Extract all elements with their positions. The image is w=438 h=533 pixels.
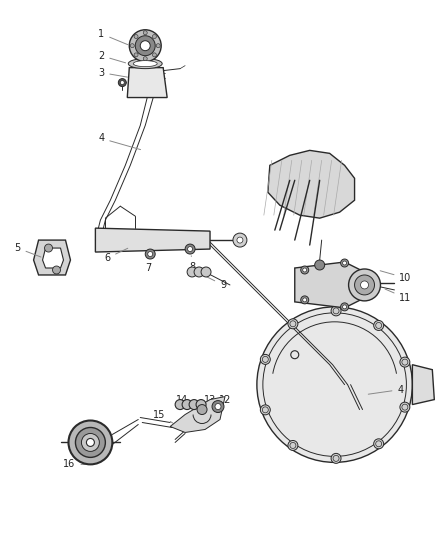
Circle shape xyxy=(45,244,53,252)
Circle shape xyxy=(341,259,349,267)
Ellipse shape xyxy=(133,61,157,67)
Circle shape xyxy=(260,405,270,415)
Circle shape xyxy=(118,78,126,86)
Circle shape xyxy=(187,267,197,277)
Circle shape xyxy=(215,403,221,409)
Text: 10: 10 xyxy=(380,271,412,283)
Text: 2: 2 xyxy=(98,51,126,63)
Text: 14: 14 xyxy=(176,394,188,408)
Circle shape xyxy=(301,266,309,274)
Text: 5: 5 xyxy=(14,243,41,257)
Circle shape xyxy=(331,454,341,463)
Circle shape xyxy=(134,53,138,57)
Circle shape xyxy=(120,80,124,85)
Circle shape xyxy=(187,247,193,252)
Polygon shape xyxy=(127,68,167,98)
Text: 13: 13 xyxy=(202,394,216,409)
Circle shape xyxy=(182,400,192,409)
Circle shape xyxy=(129,30,161,62)
Text: 1: 1 xyxy=(98,29,128,45)
Polygon shape xyxy=(413,365,434,405)
Circle shape xyxy=(374,439,384,449)
Circle shape xyxy=(148,252,153,256)
Circle shape xyxy=(189,400,199,409)
Circle shape xyxy=(194,267,204,277)
Text: 3: 3 xyxy=(98,68,127,78)
Polygon shape xyxy=(34,240,71,275)
Circle shape xyxy=(81,433,99,451)
Circle shape xyxy=(288,319,298,329)
Circle shape xyxy=(135,36,155,55)
Circle shape xyxy=(360,281,368,289)
Circle shape xyxy=(400,402,410,412)
Circle shape xyxy=(68,421,112,464)
Circle shape xyxy=(143,56,147,61)
Text: 7: 7 xyxy=(145,257,152,273)
Circle shape xyxy=(75,427,106,457)
Circle shape xyxy=(152,53,156,57)
Circle shape xyxy=(343,261,346,265)
Circle shape xyxy=(175,400,185,409)
Circle shape xyxy=(197,405,207,415)
Circle shape xyxy=(86,439,95,447)
Text: 4: 4 xyxy=(98,133,141,150)
Ellipse shape xyxy=(128,59,162,69)
Circle shape xyxy=(212,401,224,413)
Circle shape xyxy=(331,306,341,316)
Text: 12: 12 xyxy=(218,394,231,408)
Text: 15: 15 xyxy=(153,409,173,423)
Circle shape xyxy=(349,269,381,301)
Polygon shape xyxy=(268,150,355,218)
Polygon shape xyxy=(295,262,364,308)
Circle shape xyxy=(134,35,138,38)
Text: 4: 4 xyxy=(368,385,403,394)
Circle shape xyxy=(145,249,155,259)
Circle shape xyxy=(301,296,309,304)
Text: 11: 11 xyxy=(385,289,412,303)
Circle shape xyxy=(53,266,60,274)
Circle shape xyxy=(374,320,384,330)
Polygon shape xyxy=(42,248,64,268)
Circle shape xyxy=(201,267,211,277)
Circle shape xyxy=(303,298,307,302)
Circle shape xyxy=(288,440,298,450)
Circle shape xyxy=(303,268,307,272)
Circle shape xyxy=(156,44,160,47)
Circle shape xyxy=(343,305,346,309)
Text: 6: 6 xyxy=(104,248,128,263)
Circle shape xyxy=(185,244,195,254)
Circle shape xyxy=(257,307,413,462)
Text: 16: 16 xyxy=(63,459,86,470)
Polygon shape xyxy=(95,228,210,252)
Circle shape xyxy=(152,35,156,38)
Circle shape xyxy=(237,237,243,243)
Circle shape xyxy=(314,260,325,270)
Circle shape xyxy=(130,44,134,47)
Circle shape xyxy=(355,275,374,295)
Circle shape xyxy=(400,357,410,367)
Text: 9: 9 xyxy=(200,273,226,290)
Circle shape xyxy=(196,400,206,409)
Text: 8: 8 xyxy=(189,256,195,272)
Circle shape xyxy=(341,303,349,311)
Polygon shape xyxy=(170,397,225,432)
Circle shape xyxy=(233,233,247,247)
Circle shape xyxy=(140,41,150,51)
Circle shape xyxy=(143,31,147,35)
Circle shape xyxy=(260,354,270,365)
